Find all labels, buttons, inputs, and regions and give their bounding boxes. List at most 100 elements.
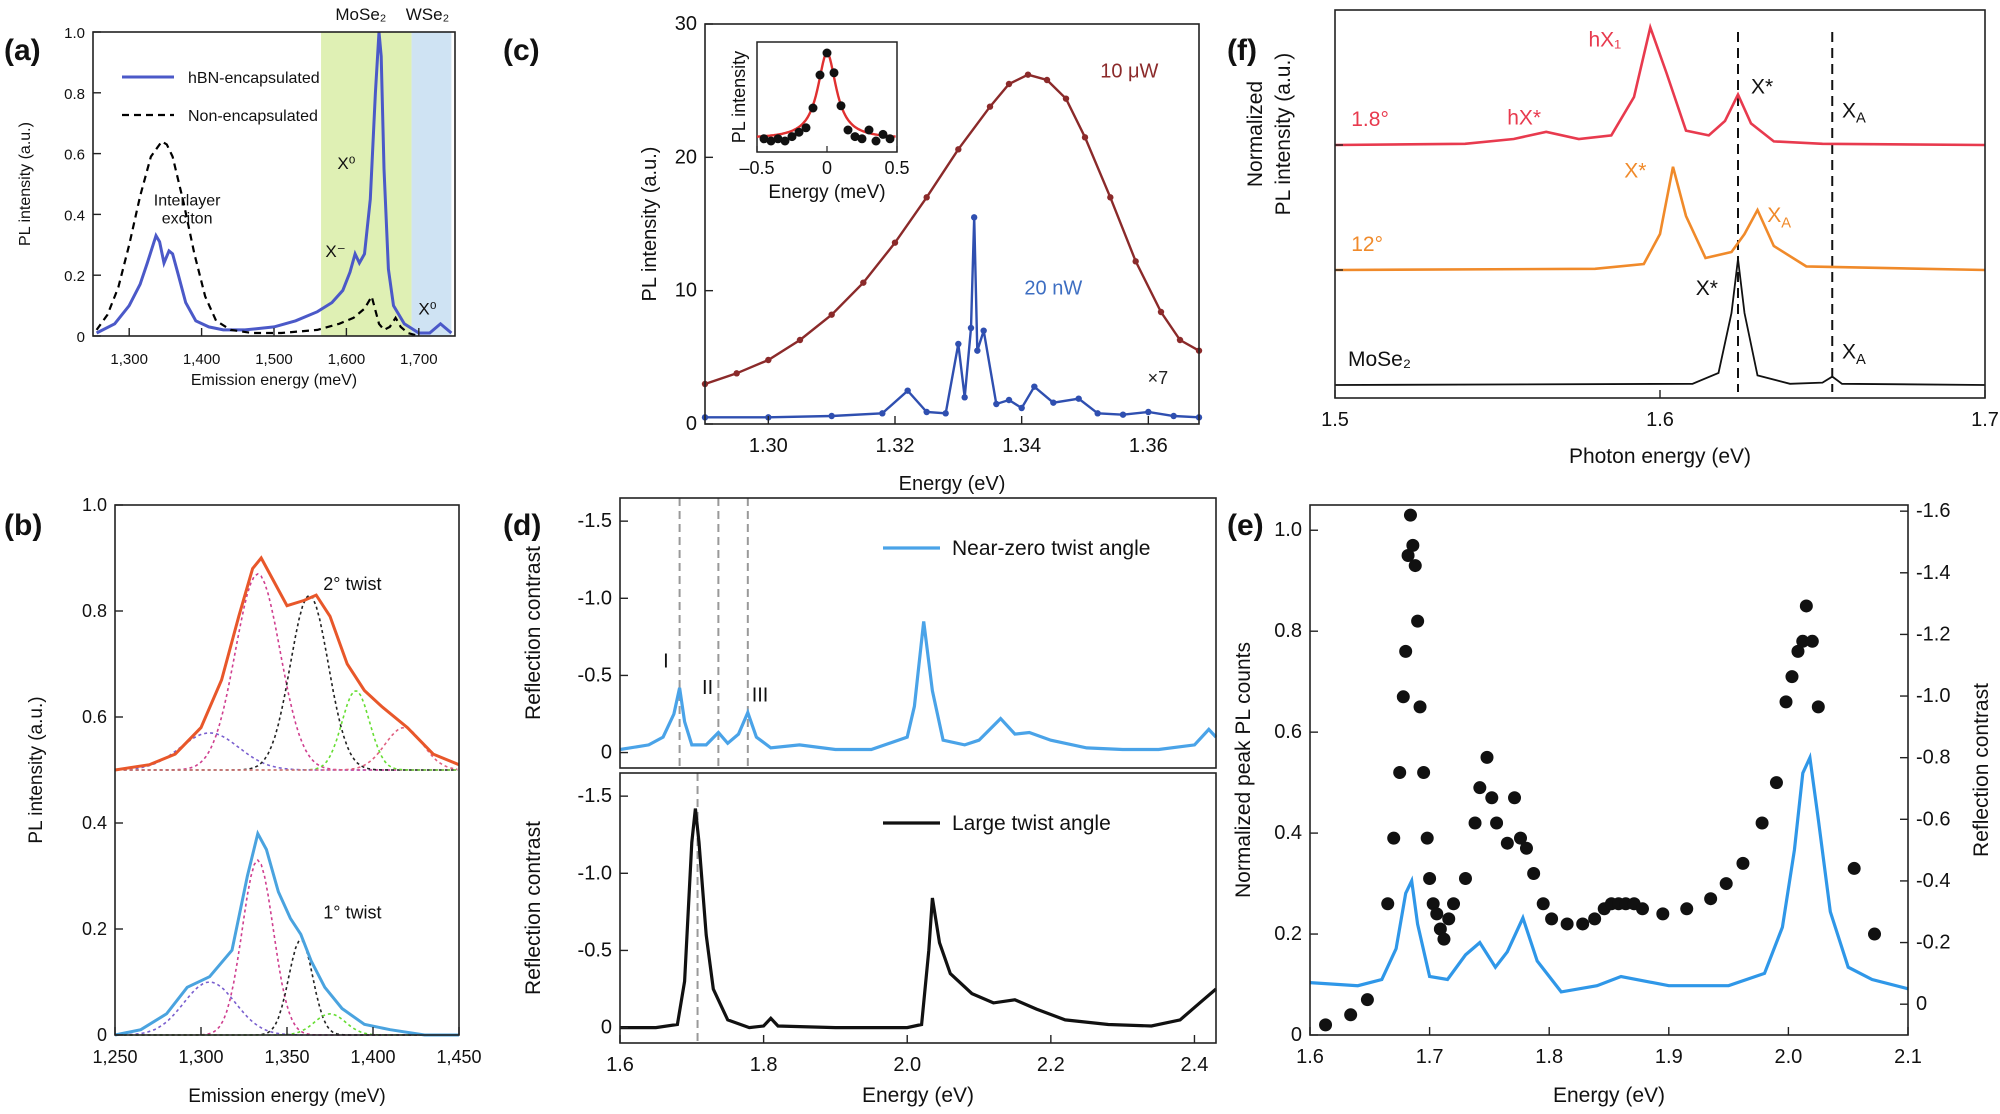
c-ytick-label: 10: [675, 280, 697, 302]
e-panel-label: (e): [1227, 509, 1264, 542]
e-pl-point: [1868, 927, 1882, 941]
c-inset-point: [885, 134, 895, 144]
a-panel-label: (a): [4, 34, 41, 67]
b-xtick-label: 1,400: [350, 1047, 395, 1067]
a-xtick-label: 1,300: [110, 351, 148, 368]
a-ytick-label: 0: [77, 329, 85, 346]
e-pl-point: [1406, 538, 1420, 552]
e-pl-point: [1560, 917, 1574, 931]
d-series-large-twist: [620, 808, 1218, 1030]
e-reflection-line: [1309, 752, 1909, 994]
a-region-0: [321, 32, 412, 336]
c-series-10uw-point: [1062, 95, 1070, 102]
d1-ytick-label: -0.5: [578, 939, 612, 961]
c-annotation-0: 10 μW: [1100, 60, 1158, 82]
c-series-20nw-point: [1050, 399, 1057, 406]
c-annotation-1: 20 nW: [1024, 278, 1082, 300]
c-series-10uw-point: [1024, 71, 1032, 78]
a-xtick-label: 1,400: [183, 351, 221, 368]
e-pl-point: [1396, 690, 1410, 704]
e-pl-point: [1403, 508, 1417, 522]
c-series-20nw-line: [705, 217, 1200, 419]
a-annotation-0: Interlayer: [154, 192, 221, 209]
b-component-7: [123, 939, 458, 1036]
f-xtick-label: 1.7: [1971, 409, 1999, 431]
c-inset-point: [836, 101, 846, 111]
a-ytick-label: 1.0: [64, 25, 85, 42]
e-pl-point: [1344, 1008, 1358, 1022]
a-annotation-3: X⁻: [325, 242, 345, 261]
c-inset-point: [801, 123, 811, 133]
c-series-10uw-point: [796, 336, 804, 344]
d0-ytick-label: 0: [601, 742, 612, 764]
c-annotation-2: ×7: [1148, 368, 1169, 388]
e-pl-point: [1393, 766, 1407, 780]
e-pl-point: [1576, 917, 1590, 931]
a-region-1: [411, 32, 452, 336]
c-series-20nw-point: [1031, 383, 1038, 390]
b-component-3: [123, 690, 458, 771]
c-series-20nw-point: [1119, 411, 1127, 418]
e-pl-point: [1588, 912, 1602, 926]
e-xtick-label: 1.8: [1535, 1046, 1563, 1068]
d-ylabel-0: Reflection contrast: [522, 546, 545, 720]
d1-ytick-label: -1.5: [578, 785, 612, 807]
e-pl-point: [1796, 634, 1810, 648]
e-pl-point: [1381, 897, 1395, 911]
c-inset-point: [787, 132, 797, 142]
b-xlabel: Emission energy (meV): [188, 1086, 385, 1107]
f-ylabel-line2: PL intensity (a.u.): [1272, 53, 1295, 216]
a-ytick-label: 0.4: [64, 207, 85, 224]
e-pl-point: [1811, 700, 1825, 714]
e-pl-point: [1387, 831, 1401, 845]
a-ytick-label: 0.8: [64, 86, 85, 103]
c-series-10uw-point: [1005, 80, 1013, 88]
e-pl-point: [1719, 877, 1733, 891]
e-pl-point: [1680, 902, 1694, 916]
d-xtick-label: 1.6: [606, 1054, 634, 1076]
b-ytick-label: 1.0: [82, 495, 107, 515]
c-xtick-label: 1.34: [1002, 435, 1041, 457]
e-pl-point: [1500, 836, 1514, 850]
c-series-20nw-point: [904, 387, 911, 394]
e-pl-point: [1360, 993, 1374, 1007]
c-xlabel: Energy (eV): [899, 473, 1006, 495]
d0-ytick-label: -1.5: [578, 510, 612, 532]
c-series-10uw-point: [1176, 336, 1184, 344]
c-series-10uw-line: [704, 73, 1200, 386]
f-series-1: [1334, 166, 1986, 272]
f-panel-label: (f): [1227, 34, 1257, 67]
e-y2tick-label: -0.8: [1916, 747, 1950, 769]
a-legend-label: hBN-encapsulated: [188, 70, 320, 87]
b-ylabel: PL intensity (a.u.): [26, 696, 47, 843]
f-annotation-4: hX₁: [1589, 29, 1622, 52]
e-y2tick-label: -1.4: [1916, 562, 1950, 584]
d-axes-frame-1: [619, 772, 1217, 1044]
e-ytick-label: 0.4: [1274, 822, 1302, 844]
c-series-20nw-point: [980, 327, 987, 334]
d1-ytick-label: 0: [601, 1017, 612, 1039]
e-y2tick-label: 0: [1916, 993, 1927, 1015]
e-xtick-label: 1.7: [1416, 1046, 1444, 1068]
c-series-20nw-point: [1170, 412, 1177, 420]
c-inset-point: [857, 134, 867, 144]
e-pl-point: [1408, 559, 1422, 573]
c-inset-point: [794, 127, 804, 137]
b-ytick-label: 0.6: [82, 707, 107, 727]
e-pl-point: [1527, 866, 1541, 880]
c-inset-point: [864, 125, 874, 135]
d-xtick-label: 1.8: [750, 1054, 778, 1076]
d-legend-label-1: Large twist angle: [952, 812, 1111, 835]
c-series-20nw-point: [967, 324, 975, 332]
d1-ytick-label: -1.0: [578, 862, 612, 884]
c-series-10uw-point: [860, 279, 867, 286]
e-xlabel: Energy (eV): [1553, 1084, 1665, 1107]
a-xtick-label: 1,700: [400, 351, 438, 368]
e-y2tick-label: -0.2: [1916, 932, 1950, 954]
f-series-0: [1334, 22, 1986, 147]
c-series-20nw-point: [961, 394, 968, 401]
c-series-20nw-point: [974, 347, 981, 354]
e-pl-point: [1513, 831, 1527, 845]
f-annotation-10: XA: [1842, 341, 1866, 368]
